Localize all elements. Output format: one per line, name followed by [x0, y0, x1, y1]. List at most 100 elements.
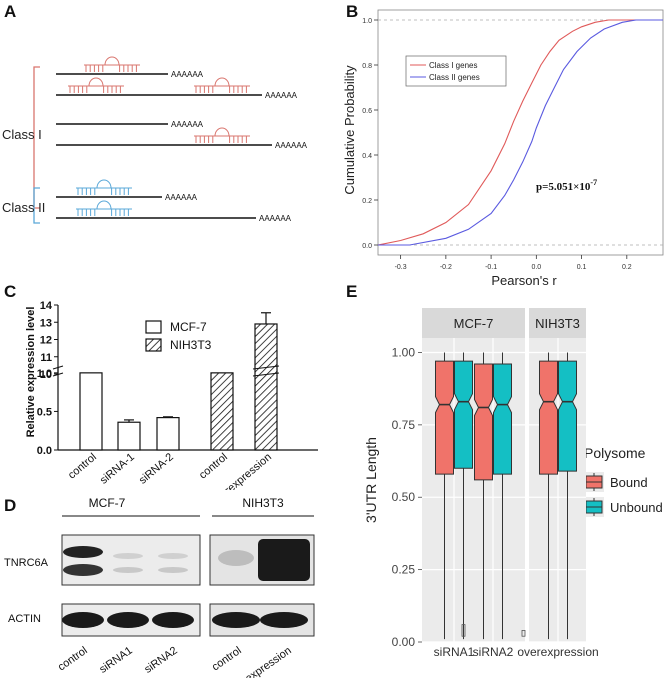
hairpin-loop: [104, 56, 120, 66]
bar: [156, 417, 180, 451]
class-1-bracket: [33, 66, 40, 209]
y-tick-label: 12: [40, 335, 52, 347]
class-2-label: Class II: [2, 200, 45, 215]
y-tick-label: 0.2: [362, 198, 372, 205]
mirna-hairpin: [76, 200, 132, 216]
x-tick-label: 0.0: [531, 264, 541, 271]
x-tick-label: -0.3: [395, 264, 407, 271]
series-line-class-ii-genes: [378, 19, 663, 246]
facet-strip: [422, 308, 525, 338]
y-tick-label: 1.00: [392, 345, 416, 359]
wb-lane-label: control: [210, 645, 244, 674]
mirna-hairpin: [194, 127, 250, 143]
y-tick-label: 0.6: [362, 108, 372, 115]
chart-b-xlabel: Pearson's r: [491, 273, 557, 288]
bar: [210, 372, 234, 451]
wb-band: [62, 612, 104, 628]
box-unbound: [493, 363, 512, 475]
mirna-hairpin: [76, 179, 132, 195]
wb-label-mcf7: MCF-7: [89, 496, 126, 510]
facet-label: NIH3T3: [535, 316, 580, 331]
chart-b-legend: Class I genes Class II genes: [405, 55, 507, 87]
panel-label-e: E: [346, 282, 358, 301]
break-mark: [252, 372, 280, 377]
polya-tail: AAAAAA: [165, 193, 198, 202]
legend-class1: Class I genes: [429, 61, 477, 70]
wb-row-tnrc6a: TNRC6A: [4, 557, 49, 569]
y-tick-label: 1.0: [37, 368, 52, 380]
polya-tail: AAAAAA: [275, 141, 308, 150]
x-tick-label: control: [66, 451, 99, 481]
panel-label-a: A: [4, 2, 17, 21]
y-tick-label: 1.0: [362, 18, 372, 25]
bar: [79, 372, 103, 451]
legend-mcf7: MCF-7: [170, 320, 207, 334]
x-tick-label: siRNA2: [473, 645, 514, 659]
chart-e-legend-title: Polysome: [584, 445, 646, 461]
y-tick-label: 13: [40, 317, 52, 329]
hairpin-loop: [96, 200, 112, 210]
chart-b-cumulative: Cumulative Probability Pearson's r p=5.0…: [342, 9, 664, 288]
x-tick-label: control: [197, 451, 230, 481]
mirna-hairpin: [194, 77, 250, 93]
y-tick-label: 0.25: [392, 563, 416, 577]
polya-tail: AAAAAA: [171, 120, 204, 129]
panel-label-d: D: [4, 496, 17, 515]
box-bound: [539, 360, 558, 475]
box-unbound: [454, 360, 473, 469]
class-2-transcripts: AAAAAA AAAAAA: [56, 179, 292, 223]
x-tick-label: siRNA-1: [98, 451, 137, 487]
x-tick-label: siRNA1: [434, 645, 475, 659]
legend-label-unbound: Unbound: [610, 500, 663, 515]
x-tick-label: -0.2: [440, 264, 452, 271]
bar: [254, 323, 278, 451]
wb-band: [152, 612, 194, 628]
mirna-hairpin: [84, 56, 140, 72]
y-tick-label: 0.0: [362, 243, 372, 250]
x-tick-label: 0.2: [622, 264, 632, 271]
y-tick-label: 0.00: [392, 635, 416, 649]
class-1-transcripts: AAAAAA AAAAAA AAAAAA AAAAAA: [56, 56, 308, 150]
wb-band: [218, 550, 254, 566]
x-tick-label: overexpression: [517, 645, 598, 659]
hairpin-loop: [96, 179, 112, 189]
box-bound: [435, 360, 454, 475]
bar: [117, 421, 141, 451]
chart-b-ylabel: Cumulative Probability: [342, 65, 357, 195]
y-tick-label: 0.50: [392, 490, 416, 504]
class-1-label: Class I: [2, 127, 42, 142]
break-mark: [52, 372, 64, 377]
wb-band: [258, 539, 310, 581]
y-tick-label: 0.4: [362, 153, 372, 160]
mirna-hairpin: [68, 77, 124, 93]
wb-band: [107, 612, 149, 628]
chart-c-expression: Relative expression level MCF-7 NIH3T3 0…: [25, 300, 318, 490]
y-tick-label: 0.5: [37, 406, 52, 418]
wb-lane-label: control: [56, 645, 90, 674]
legend-label-bound: Bound: [610, 475, 648, 490]
facet-strip: [529, 308, 586, 338]
polya-tail: AAAAAA: [265, 91, 298, 100]
chart-e-legend: Bound Unbound: [584, 472, 663, 517]
wb-band: [158, 567, 188, 573]
panel-d-western-blot: MCF-7 NIH3T3 TNRC6A ACTIN control siRNA1…: [4, 496, 315, 678]
legend-nih3t3: NIH3T3: [170, 338, 212, 352]
hairpin-loop: [214, 127, 230, 137]
polya-tail: AAAAAA: [171, 70, 204, 79]
chart-e-utr-length: 3'UTR Length Polysome Bound Unbound MCF-7…: [363, 308, 663, 659]
legend-class2: Class II genes: [429, 73, 480, 82]
wb-blot-tnrc6a-mcf7: [61, 534, 201, 586]
chart-c-legend: MCF-7 NIH3T3: [145, 320, 212, 352]
hairpin-loop: [88, 77, 104, 87]
x-tick-label: -0.1: [485, 264, 497, 271]
y-tick-label: 0.0: [37, 445, 52, 457]
box-unbound: [558, 360, 577, 472]
break-mark: [52, 365, 64, 370]
hairpin-loop: [214, 77, 230, 87]
chart-b-frame: [377, 9, 664, 256]
wb-band: [158, 553, 188, 559]
x-tick-label: siRNA-2: [137, 451, 176, 487]
box-bound: [474, 363, 493, 481]
wb-label-nih3t3: NIH3T3: [242, 496, 284, 510]
